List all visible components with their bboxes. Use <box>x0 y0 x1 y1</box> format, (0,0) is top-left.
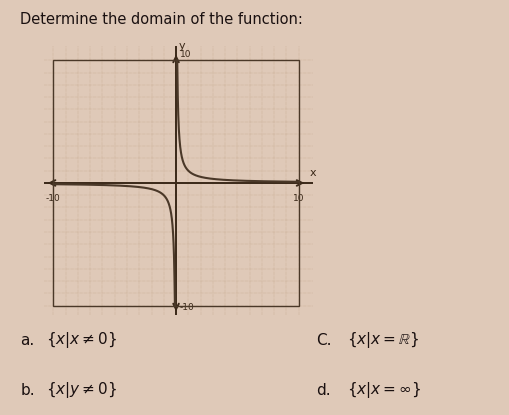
Text: b.: b. <box>20 383 35 398</box>
Text: d.: d. <box>316 383 330 398</box>
Text: a.: a. <box>20 333 35 348</box>
Text: $\{x|x \neq 0\}$: $\{x|x \neq 0\}$ <box>46 330 117 350</box>
Text: y: y <box>179 41 185 51</box>
Text: $\{x|x = \mathbb{R}\}$: $\{x|x = \mathbb{R}\}$ <box>346 330 418 350</box>
Text: $\{x|x = \infty\}$: $\{x|x = \infty\}$ <box>346 380 420 400</box>
Text: Determine the domain of the function:: Determine the domain of the function: <box>20 12 303 27</box>
Text: -10: -10 <box>179 303 194 312</box>
Text: C.: C. <box>316 333 331 348</box>
Text: -10: -10 <box>46 194 61 203</box>
Text: x: x <box>309 168 316 178</box>
Text: 10: 10 <box>292 194 304 203</box>
Text: $\{x|y \neq 0\}$: $\{x|y \neq 0\}$ <box>46 380 117 400</box>
Text: 10: 10 <box>179 50 191 59</box>
